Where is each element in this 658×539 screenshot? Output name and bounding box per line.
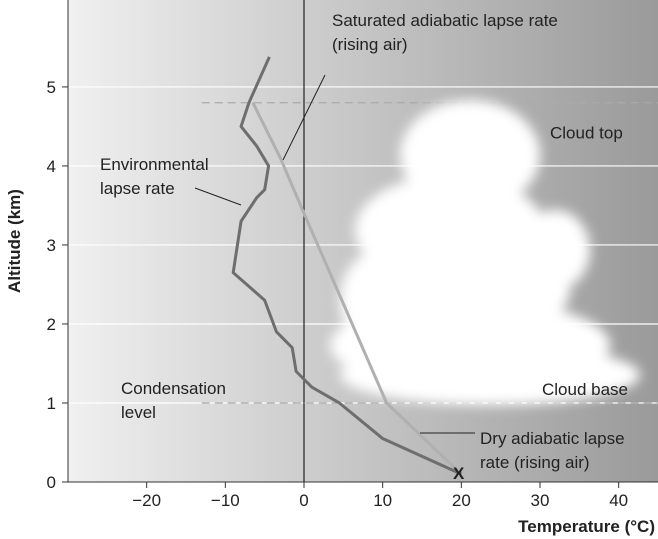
annotation: (rising air) [332, 35, 408, 54]
series-line [251, 102, 463, 476]
y-axis-label: Altitude (km) [5, 189, 24, 293]
annotation: rate (rising air) [480, 453, 590, 472]
annotation: lapse rate [100, 179, 175, 198]
x-tick-label: 30 [531, 491, 550, 510]
x-tick-label: −20 [132, 491, 161, 510]
annotation: level [121, 403, 156, 422]
annotation: Dry adiabatic lapse [480, 429, 625, 448]
x-tick-label: 40 [609, 491, 628, 510]
x-tick-label: 0 [299, 491, 308, 510]
y-tick-label: 3 [47, 236, 56, 255]
y-tick-label: 5 [47, 78, 56, 97]
x-axis-label: Temperature (°C) [518, 517, 655, 536]
y-tick-label: 2 [47, 315, 56, 334]
leader-lines [194, 74, 475, 434]
annotation: Saturated adiabatic lapse rate [332, 11, 558, 30]
reference-label: Cloud top [550, 124, 623, 143]
y-tick-label: 1 [47, 394, 56, 413]
reference-label: Cloud base [542, 380, 628, 399]
y-tick-label: 0 [47, 473, 56, 492]
x-tick-label: −10 [211, 491, 240, 510]
annotation: Condensation [121, 379, 226, 398]
annotation: Environmental [100, 155, 209, 174]
marks [231, 56, 463, 476]
x-tick-label: 10 [373, 491, 392, 510]
y-tick-label: 4 [47, 157, 56, 176]
x-tick-label: 20 [452, 491, 471, 510]
series-line [231, 56, 462, 476]
annotation: X [453, 464, 465, 483]
cloud [330, 100, 640, 405]
